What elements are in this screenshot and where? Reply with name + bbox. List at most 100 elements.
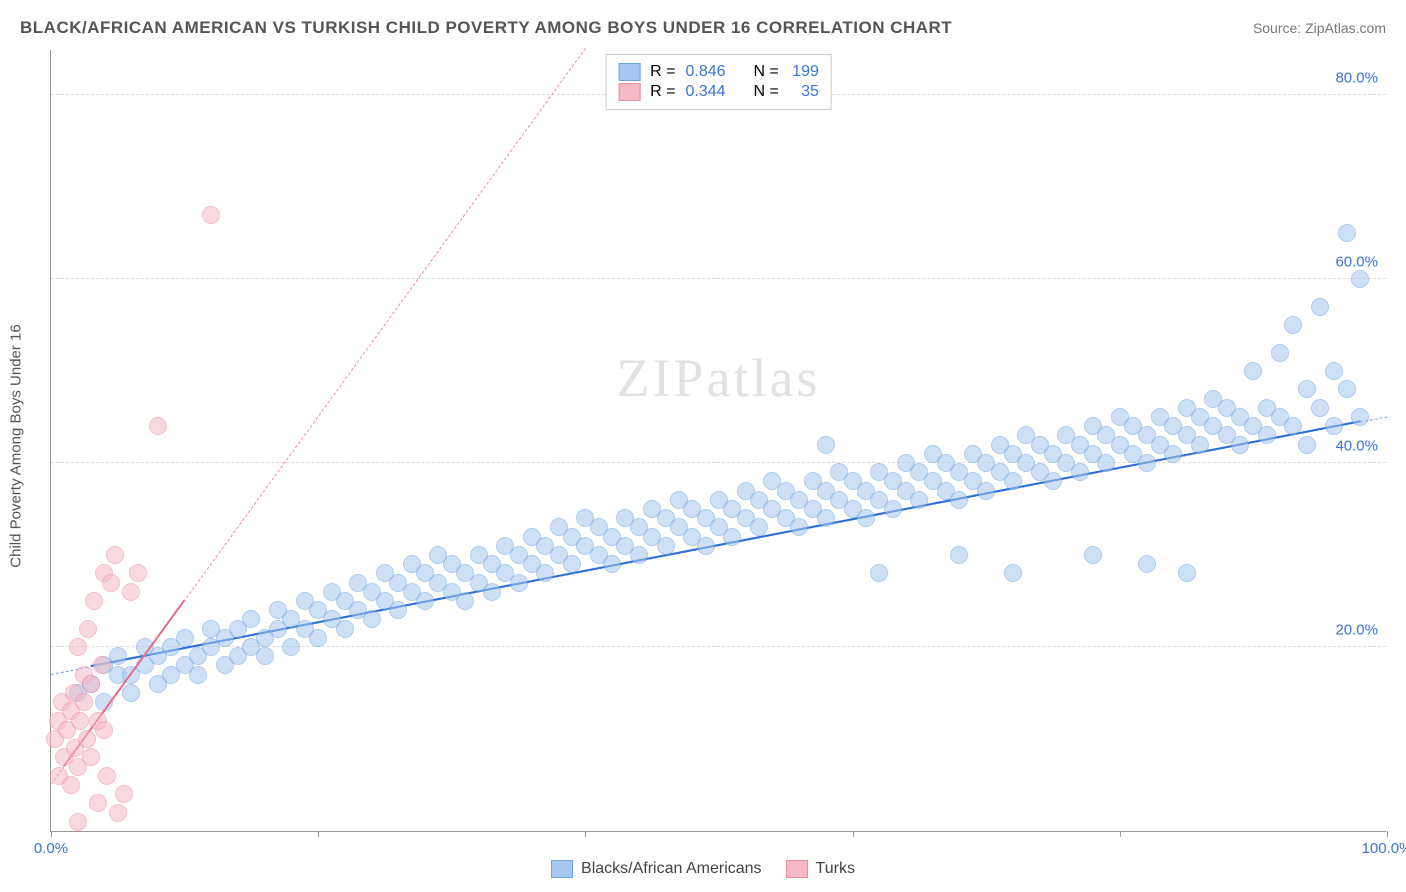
data-point	[78, 730, 96, 748]
data-point	[1271, 344, 1289, 362]
y-axis-label: Child Poverty Among Boys Under 16	[8, 324, 25, 567]
data-point	[309, 629, 327, 647]
y-tick-label: 80.0%	[1335, 70, 1378, 87]
legend-swatch	[786, 860, 808, 878]
watermark: ZIPatlas	[617, 347, 821, 409]
data-point	[1178, 564, 1196, 582]
source-label: Source: ZipAtlas.com	[1253, 20, 1386, 36]
y-tick-label: 40.0%	[1335, 438, 1378, 455]
data-point	[750, 518, 768, 536]
data-point	[176, 629, 194, 647]
legend-n-label: N =	[754, 63, 779, 81]
data-point	[870, 564, 888, 582]
data-point	[483, 583, 501, 601]
data-point	[1325, 417, 1343, 435]
data-point	[69, 813, 87, 831]
x-tick-label-right: 100.0%	[1362, 840, 1406, 857]
legend-r-value: 0.344	[685, 83, 725, 101]
legend-n-label: N =	[754, 83, 779, 101]
data-point	[282, 638, 300, 656]
data-point	[1164, 445, 1182, 463]
data-point	[71, 712, 89, 730]
data-point	[109, 804, 127, 822]
data-point	[242, 610, 260, 628]
data-point	[950, 546, 968, 564]
data-point	[98, 767, 116, 785]
x-tick	[585, 831, 586, 837]
data-point	[1325, 362, 1343, 380]
data-point	[910, 491, 928, 509]
data-point	[977, 482, 995, 500]
data-point	[1191, 436, 1209, 454]
data-point	[1004, 564, 1022, 582]
data-point	[1138, 454, 1156, 472]
data-point	[950, 491, 968, 509]
x-tick	[318, 831, 319, 837]
data-point	[62, 776, 80, 794]
data-point	[1231, 436, 1249, 454]
data-point	[1284, 417, 1302, 435]
data-point	[202, 206, 220, 224]
data-point	[857, 509, 875, 527]
legend-series-name: Turks	[816, 860, 855, 878]
x-tick	[853, 831, 854, 837]
data-point	[115, 785, 133, 803]
data-point	[1097, 454, 1115, 472]
data-point	[1338, 380, 1356, 398]
data-point	[1351, 408, 1369, 426]
data-point	[102, 574, 120, 592]
data-point	[1258, 426, 1276, 444]
data-point	[1311, 298, 1329, 316]
legend-swatch	[618, 83, 640, 101]
data-point	[603, 555, 621, 573]
data-point	[106, 546, 124, 564]
data-point	[1071, 463, 1089, 481]
data-point	[389, 601, 407, 619]
legend-r-label: R =	[650, 83, 675, 101]
legend-row: R = 0.344 N = 35	[618, 83, 819, 101]
data-point	[89, 794, 107, 812]
data-point	[1004, 472, 1022, 490]
data-point	[563, 555, 581, 573]
data-point	[1138, 555, 1156, 573]
data-point	[109, 647, 127, 665]
data-point	[1298, 380, 1316, 398]
plot-area: ZIPatlas R = 0.846 N = 199 R = 0.344 N = 35 20.…	[50, 50, 1386, 832]
data-point	[657, 537, 675, 555]
gridline	[51, 462, 1386, 463]
y-tick-label: 60.0%	[1335, 254, 1378, 271]
x-tick	[51, 831, 52, 837]
data-point	[510, 574, 528, 592]
data-point	[363, 610, 381, 628]
legend-row: R =0.846N =199	[618, 63, 819, 81]
legend-series: Blacks/African Americans Turks	[551, 860, 855, 878]
data-point	[1298, 436, 1316, 454]
y-tick-label: 20.0%	[1335, 622, 1378, 639]
data-point	[697, 537, 715, 555]
legend-n-value: 35	[789, 83, 819, 101]
data-point	[256, 647, 274, 665]
data-point	[82, 675, 100, 693]
data-point	[149, 417, 167, 435]
x-tick	[1120, 831, 1121, 837]
legend-correlation: R = 0.846 N = 199 R = 0.344 N = 35	[605, 54, 832, 110]
legend-swatch	[618, 63, 640, 81]
data-point	[817, 436, 835, 454]
legend-n-value: 199	[789, 63, 819, 81]
legend-series-name: Blacks/African Americans	[581, 860, 762, 878]
data-point	[1044, 472, 1062, 490]
data-point	[790, 518, 808, 536]
data-point	[723, 528, 741, 546]
data-point	[85, 592, 103, 610]
data-point	[1084, 546, 1102, 564]
data-point	[122, 684, 140, 702]
x-tick-label-left: 0.0%	[34, 840, 68, 857]
chart-title: BLACK/AFRICAN AMERICAN VS TURKISH CHILD …	[20, 18, 952, 38]
legend-swatch	[551, 860, 573, 878]
legend-r-value: 0.846	[685, 63, 725, 81]
data-point	[1338, 224, 1356, 242]
data-point	[95, 721, 113, 739]
data-point	[1244, 362, 1262, 380]
data-point	[1311, 399, 1329, 417]
data-point	[93, 656, 111, 674]
